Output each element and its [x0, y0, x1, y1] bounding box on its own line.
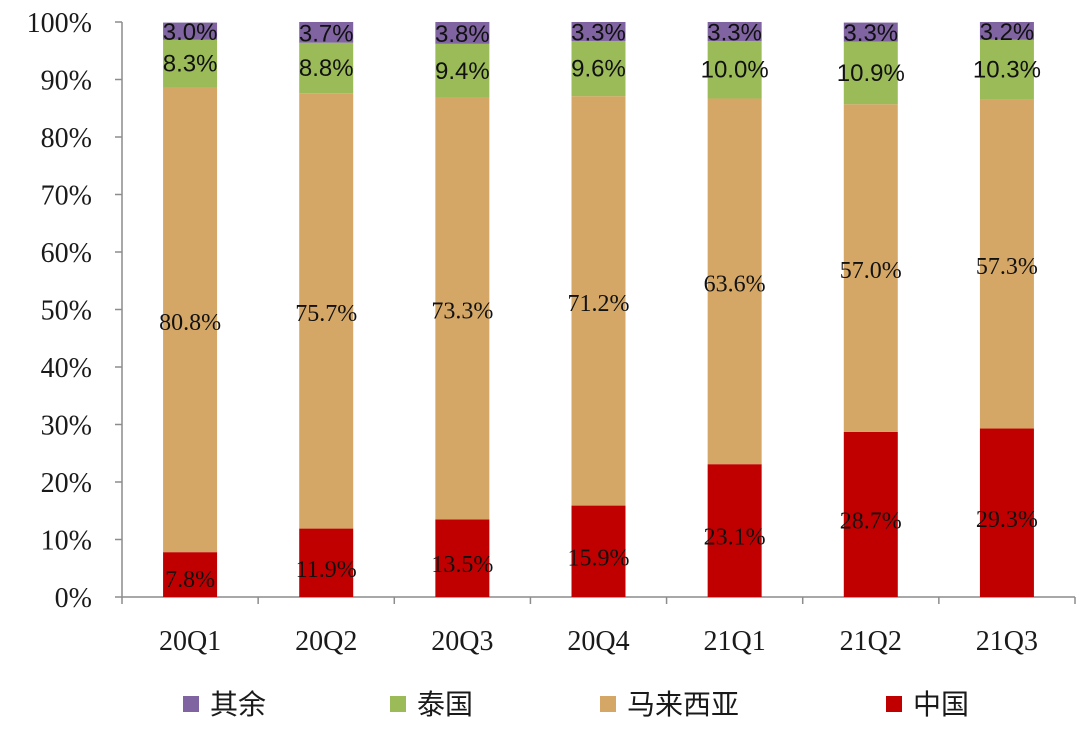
- bar-segment: [843, 431, 898, 597]
- bar-segment: [979, 428, 1034, 597]
- data-label: 3.8%: [435, 21, 490, 48]
- legend-label: 马来西亚: [627, 688, 739, 721]
- bar-segment: [571, 96, 626, 506]
- bar-stack-21Q1: [707, 22, 762, 597]
- y-tick-label: 70%: [41, 181, 92, 212]
- x-tick-label: 20Q2: [295, 626, 357, 657]
- data-label: 10.9%: [837, 60, 905, 87]
- x-tick-label: 20Q1: [159, 626, 221, 657]
- bar-segment: [843, 41, 898, 105]
- bar-segment: [843, 22, 898, 42]
- bar-segment: [299, 22, 354, 43]
- bar-stack-20Q2: [299, 22, 354, 597]
- bar-segment: [163, 87, 218, 553]
- data-label: 23.1%: [704, 525, 766, 551]
- bar-segment: [707, 22, 762, 41]
- bar-segment: [435, 43, 490, 98]
- bar-stack-21Q2: [843, 22, 898, 597]
- data-label: 75.7%: [295, 301, 357, 327]
- legend-item: 中国: [886, 688, 969, 721]
- bar-segment: [707, 40, 762, 99]
- legend-swatch: [886, 696, 902, 712]
- data-label: 29.3%: [976, 507, 1038, 533]
- legend: 其余 泰国 马来西亚 中国: [183, 688, 969, 721]
- data-label: 71.2%: [568, 291, 630, 317]
- x-tick-label: 20Q3: [431, 626, 493, 657]
- y-tick-label: 90%: [41, 66, 92, 97]
- bar-segment: [843, 104, 898, 432]
- x-tick-label: 21Q1: [704, 626, 766, 657]
- x-tick-label: 21Q2: [840, 626, 902, 657]
- legend-swatch: [390, 696, 406, 712]
- legend-label: 其余: [210, 688, 266, 721]
- y-tick-label: 40%: [41, 353, 92, 384]
- legend-swatch: [183, 696, 199, 712]
- bar-segment: [435, 97, 490, 520]
- bar-segment: [979, 39, 1034, 100]
- bar-segment: [707, 98, 762, 465]
- data-label: 73.3%: [431, 299, 493, 325]
- legend-item: 马来西亚: [600, 688, 739, 721]
- legend-item: 泰国: [390, 688, 473, 721]
- bar-segment: [435, 22, 490, 44]
- data-label: 8.3%: [163, 51, 218, 78]
- bar-segment: [299, 93, 354, 529]
- bar-stack-20Q3: [435, 22, 490, 597]
- data-label: 7.8%: [165, 567, 215, 593]
- bar-segment: [435, 519, 490, 597]
- data-label: 15.9%: [568, 545, 630, 571]
- bar-segment: [571, 505, 626, 597]
- data-label: 10.0%: [701, 57, 769, 84]
- legend-label: 中国: [913, 688, 969, 721]
- bar-segment: [979, 22, 1034, 40]
- data-label: 3.2%: [980, 19, 1035, 46]
- data-label: 13.5%: [431, 552, 493, 578]
- bar-segment: [571, 40, 626, 97]
- y-tick-label: 20%: [41, 468, 92, 499]
- legend-swatch: [600, 696, 616, 712]
- data-label: 57.0%: [840, 258, 902, 284]
- data-label: 3.7%: [299, 20, 354, 47]
- y-tick-label: 60%: [41, 238, 92, 269]
- y-tick-label: 50%: [41, 296, 92, 327]
- y-tick-label: 10%: [41, 526, 92, 557]
- data-label: 28.7%: [840, 508, 902, 534]
- data-label: 3.3%: [843, 20, 898, 47]
- y-tick-label: 100%: [27, 8, 92, 39]
- bar-stack-20Q4: [571, 22, 626, 597]
- bar-segment: [299, 528, 354, 597]
- bar-segment: [163, 39, 218, 88]
- bar-segment: [163, 552, 218, 597]
- legend-item: 其余: [183, 688, 266, 721]
- bar-segment: [571, 22, 626, 41]
- x-tick-label: 20Q4: [567, 626, 629, 657]
- bar-segment: [979, 99, 1034, 429]
- bar-segment: [707, 464, 762, 597]
- y-tick-label: 80%: [41, 123, 92, 154]
- data-label: 3.0%: [163, 19, 218, 46]
- bar-stack-20Q1: [163, 22, 218, 597]
- data-label: 80.8%: [159, 310, 221, 336]
- data-label: 9.6%: [571, 56, 626, 83]
- bar-segment: [163, 22, 218, 40]
- y-tick-label: 30%: [41, 411, 92, 442]
- data-label: 63.6%: [704, 271, 766, 297]
- y-tick-label: 0%: [55, 583, 92, 614]
- data-label: 3.3%: [707, 19, 762, 46]
- data-label: 57.3%: [976, 254, 1038, 280]
- legend-label: 泰国: [417, 688, 473, 721]
- x-tick-label: 21Q3: [976, 626, 1038, 657]
- data-label: 8.8%: [299, 55, 354, 82]
- data-label: 10.3%: [973, 56, 1041, 83]
- data-label: 11.9%: [296, 557, 357, 583]
- bar-segment: [299, 42, 354, 94]
- data-label: 3.3%: [571, 19, 626, 46]
- data-label: 9.4%: [435, 58, 490, 85]
- bar-stack-21Q3: [979, 22, 1034, 597]
